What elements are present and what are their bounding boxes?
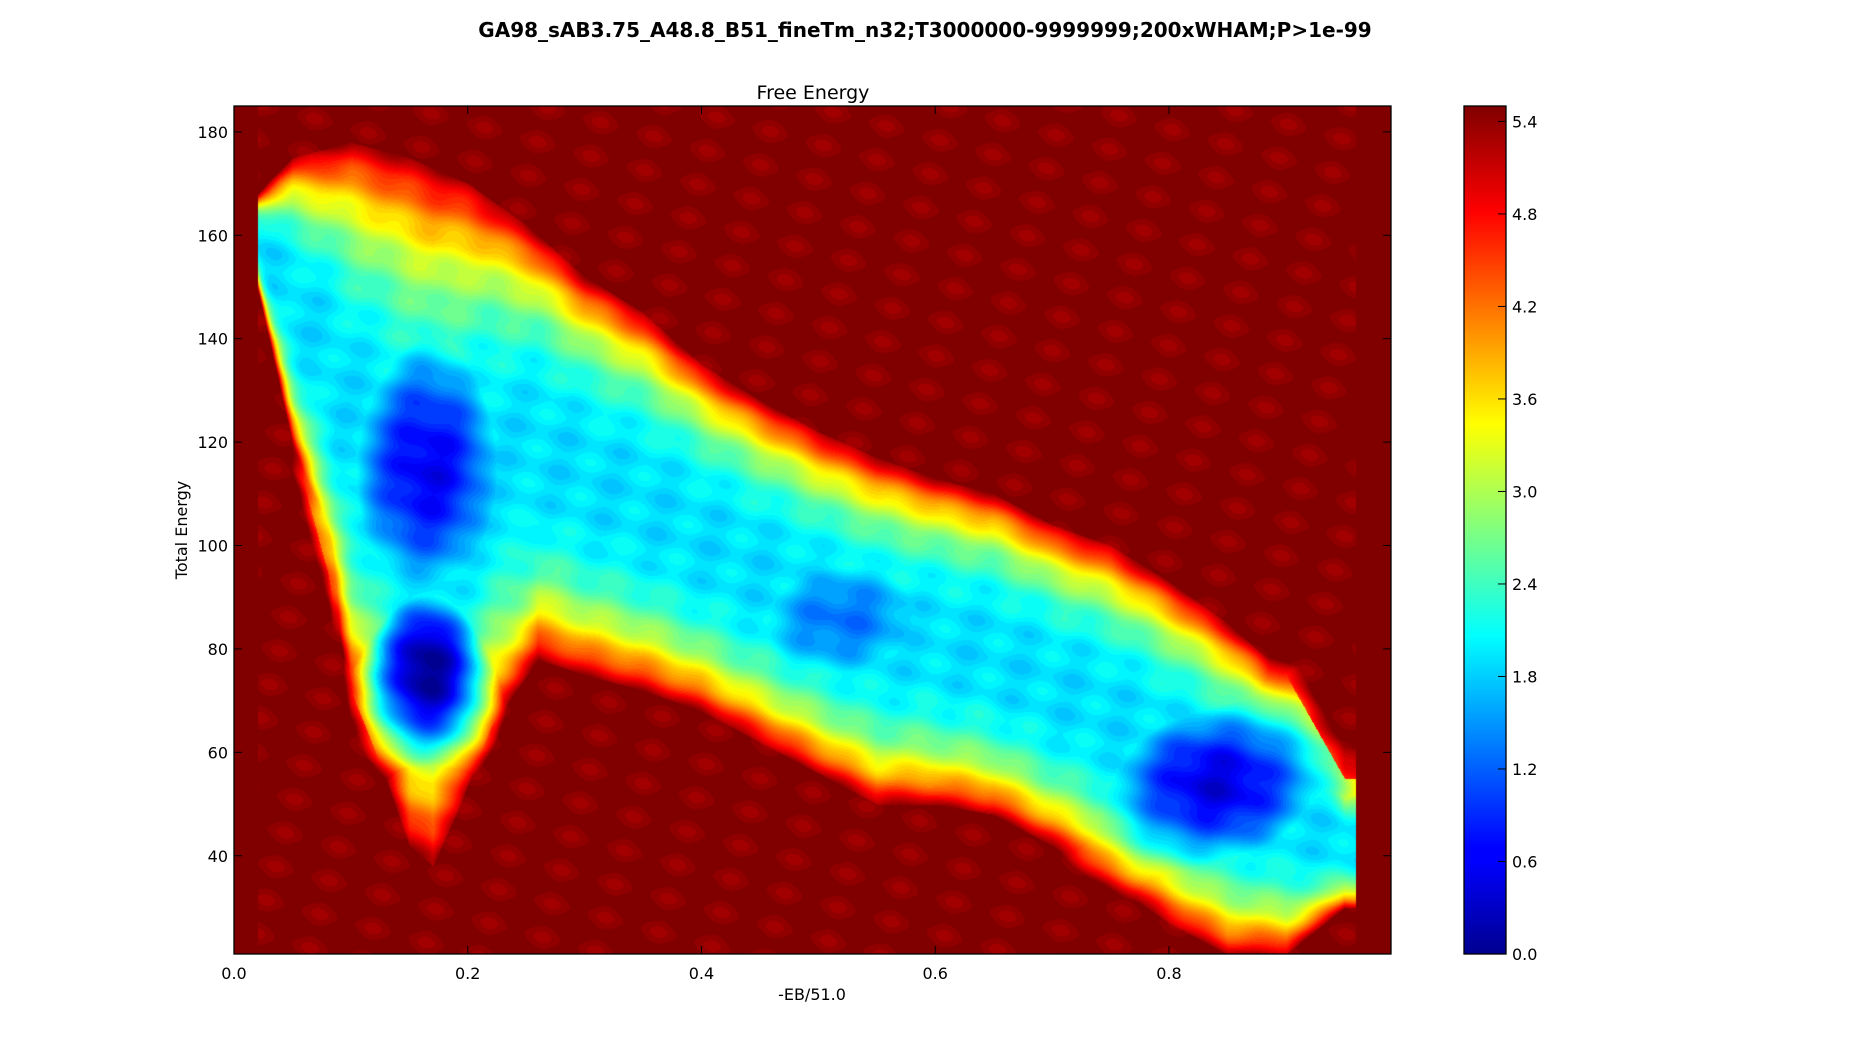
x-tick-label: 0.8	[1156, 964, 1181, 983]
y-tick-label: 140	[197, 330, 228, 349]
x-tick-label: 0.0	[221, 964, 246, 983]
colorbar-tick-label: 4.2	[1512, 297, 1537, 316]
x-axis-ticks: 0.0 0.2 0.4 0.6 0.8	[221, 106, 1182, 983]
y-axis-label: Total Energy	[172, 481, 191, 580]
colorbar-tick-label: 4.8	[1512, 205, 1537, 224]
y-tick-label: 100	[197, 537, 228, 556]
plot-area	[233, 105, 1392, 955]
colorbar-tick-label: 5.4	[1512, 112, 1537, 131]
y-tick-label: 40	[208, 847, 228, 866]
y-tick-label: 60	[208, 743, 228, 762]
x-tick-label: 0.4	[689, 964, 714, 983]
figure-suptitle: GA98_sAB3.75_A48.8_B51_fineTm_n32;T30000…	[478, 18, 1371, 42]
x-axis-label: -EB/51.0	[778, 985, 846, 1004]
plot-frame	[233, 105, 1392, 955]
y-tick-label: 80	[208, 640, 228, 659]
colorbar-tick-label: 2.4	[1512, 575, 1537, 594]
colorbar-tick-label: 3.0	[1512, 482, 1537, 501]
chart-title: Free Energy	[757, 82, 870, 104]
colorbar: 0.0 0.6 1.2 1.8 2.4 3.0 3.6 4.2 4.8 5.4	[1463, 105, 1537, 964]
x-tick-label: 0.6	[922, 964, 947, 983]
y-tick-label: 120	[197, 433, 228, 452]
free-energy-heatmap	[234, 106, 1391, 954]
y-tick-label: 160	[197, 226, 228, 245]
colorbar-tick-label: 0.0	[1512, 945, 1537, 964]
colorbar-tick-label: 1.2	[1512, 760, 1537, 779]
colorbar-tick-label: 1.8	[1512, 667, 1537, 686]
x-tick-label: 0.2	[455, 964, 480, 983]
colorbar-gradient	[1463, 105, 1507, 955]
y-axis-ticks: 40 60 80 100 120 140 160 180	[197, 123, 1391, 866]
y-tick-label: 180	[197, 123, 228, 142]
colorbar-ticks: 0.0 0.6 1.2 1.8 2.4 3.0 3.6 4.2 4.8 5.4	[1498, 112, 1537, 964]
colorbar-tick-label: 0.6	[1512, 852, 1537, 871]
colorbar-tick-label: 3.6	[1512, 390, 1537, 409]
